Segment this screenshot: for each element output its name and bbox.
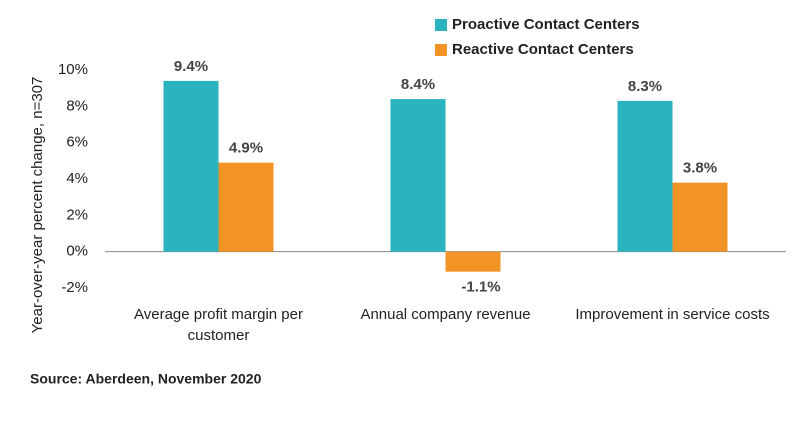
bar — [390, 99, 446, 252]
x-tick-label: Average profit margin per customer — [134, 306, 303, 344]
value-label: 8.4% — [401, 76, 435, 93]
bar — [672, 182, 728, 252]
source: Source: Aberdeen, November 2020 — [30, 371, 262, 387]
value-label: 4.9% — [229, 140, 263, 157]
legend-label: Proactive Contact Centers — [452, 16, 640, 33]
legend-swatch — [435, 19, 447, 31]
value-label: 3.8% — [683, 160, 717, 177]
bar — [163, 80, 219, 252]
bar — [218, 162, 274, 252]
value-label: 8.3% — [628, 78, 662, 95]
x-tick-label: Improvement in service costs — [575, 306, 770, 323]
bar — [617, 100, 673, 252]
y-tick-label: 4% — [66, 170, 88, 187]
value-label: -1.1% — [461, 279, 500, 296]
value-label: 9.4% — [174, 58, 208, 75]
bar — [445, 251, 501, 272]
y-tick-label: 8% — [66, 97, 88, 114]
y-tick-label: 0% — [66, 243, 88, 260]
legend-swatch — [435, 44, 447, 56]
y-axis-title: Year-over-year percent change, n=307 — [29, 77, 46, 334]
x-tick-label: Annual company revenue — [360, 306, 531, 323]
y-tick-label: 10% — [58, 61, 88, 78]
legend-label: Reactive Contact Centers — [452, 41, 634, 58]
y-tick-label: 2% — [66, 206, 88, 223]
y-tick-label: 6% — [66, 134, 88, 151]
y-tick-label: -2% — [61, 279, 88, 296]
